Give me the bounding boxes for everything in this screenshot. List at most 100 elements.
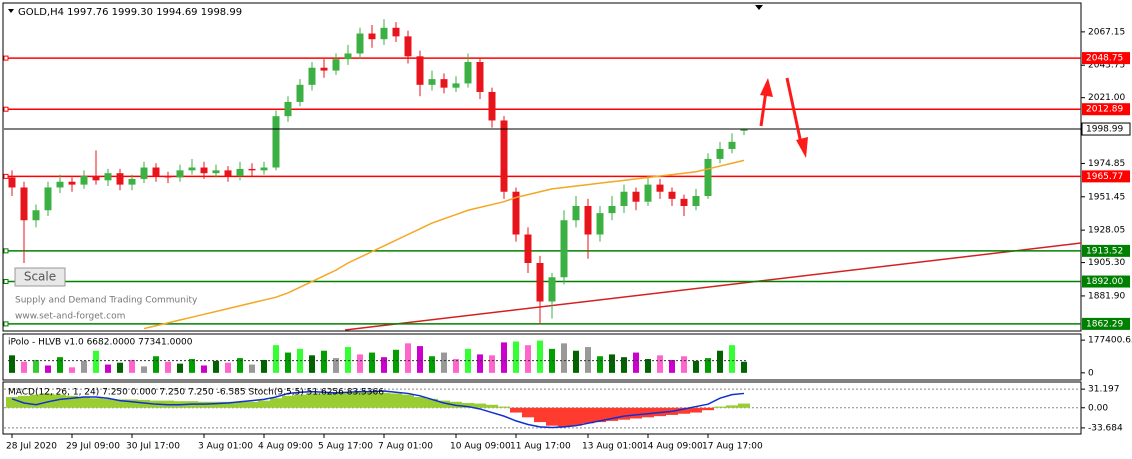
level-label: 1862.29	[1086, 319, 1123, 329]
volume-bar	[165, 361, 171, 373]
candle-body	[728, 141, 736, 149]
volume-bar	[393, 349, 399, 373]
candle-body	[512, 191, 520, 235]
shift-marker	[755, 5, 763, 10]
candle-body	[536, 263, 544, 302]
volume-bar	[129, 359, 135, 373]
y-tick-label: 177400.65	[1088, 336, 1132, 346]
current-price-label: 1998.99	[1086, 125, 1123, 135]
candle-body	[128, 178, 136, 185]
volume-title: iPolo - HLVB v1.0 6682.0000 77341.0000	[8, 338, 193, 348]
candle-body	[212, 170, 220, 174]
macd-histogram	[282, 395, 294, 408]
macd-histogram	[642, 407, 654, 418]
macd-histogram	[522, 407, 534, 418]
candle-body	[164, 176, 172, 178]
x-tick-label: 29 Jul 09:00	[66, 442, 120, 452]
x-tick-label: 4 Aug 09:00	[258, 442, 313, 452]
macd-histogram	[138, 400, 150, 408]
x-tick-label: 7 Aug 01:00	[378, 442, 433, 452]
candle-body	[32, 210, 40, 221]
level-label: 1913.52	[1086, 246, 1123, 256]
x-tick-label: 10 Aug 09:00	[450, 442, 511, 452]
volume-bar	[33, 359, 39, 373]
y-tick-label: 1951.45	[1088, 192, 1125, 202]
candle-body	[488, 91, 496, 121]
macd-histogram	[486, 404, 498, 408]
macd-title: MACD(12, 26, 1, 24) 7.250 0.000 7.250 7.…	[8, 388, 384, 398]
volume-bar	[633, 352, 639, 373]
macd-histogram	[246, 401, 258, 408]
macd-histogram	[294, 394, 306, 408]
macd-histogram	[546, 407, 558, 426]
volume-bar	[201, 365, 207, 373]
arrows	[759, 77, 808, 158]
macd-histogram	[726, 405, 738, 408]
macd-histogram	[630, 407, 642, 419]
candle-body	[716, 148, 724, 159]
level-handle	[3, 279, 9, 285]
candle-body	[680, 198, 688, 206]
volume-bar	[189, 359, 195, 373]
volume-bar	[513, 341, 519, 373]
level-handle	[3, 173, 9, 179]
candle-body	[140, 167, 148, 179]
volume-bar	[609, 354, 615, 373]
volume-bar	[585, 347, 591, 373]
macd-histogram	[270, 398, 282, 408]
macd-histogram	[210, 401, 222, 408]
level-handle	[3, 248, 9, 254]
level-label: 1965.77	[1086, 172, 1123, 182]
macd-histogram	[114, 399, 126, 408]
scale-button[interactable]	[14, 267, 66, 287]
volume-bar	[453, 359, 459, 373]
volume-bar	[21, 361, 27, 373]
macd-histogram	[234, 401, 246, 408]
volume-bar	[333, 358, 339, 373]
candle-body	[560, 220, 568, 278]
y-tick-label: 2021.00	[1088, 93, 1125, 103]
candle-body	[80, 176, 88, 185]
macd-histogram	[582, 407, 594, 424]
candle-body	[572, 205, 580, 221]
macd-histogram	[570, 407, 582, 426]
candle-body	[200, 167, 208, 174]
candle-body	[428, 79, 436, 85]
macd-histogram	[6, 397, 18, 408]
candle-body	[416, 56, 424, 85]
volume-bar	[273, 345, 279, 373]
level-handle	[3, 106, 9, 112]
level-label: 2048.75	[1086, 54, 1123, 64]
candle-body	[308, 67, 316, 85]
x-tick-label: 5 Aug 17:00	[318, 442, 373, 452]
macd-histogram	[738, 403, 750, 408]
candle-body	[56, 181, 64, 188]
candle-body	[68, 181, 76, 185]
volume-bar	[213, 360, 219, 373]
macd-histogram	[66, 395, 78, 408]
volume-bar	[285, 352, 291, 373]
y-tick-label: 1974.85	[1088, 159, 1125, 169]
y-tick-label: 2067.15	[1088, 27, 1125, 37]
volume-bar	[417, 346, 423, 373]
volume-bar	[309, 355, 315, 373]
candle-body	[452, 83, 460, 88]
macd-histogram	[330, 392, 342, 408]
moving-average	[143, 159, 745, 330]
y-tick-label: 2043.75	[1088, 61, 1125, 71]
level-label: 2012.89	[1086, 105, 1123, 115]
volume-bar	[573, 350, 579, 373]
candle-body	[584, 205, 592, 235]
scale-button-label[interactable]: Scale	[24, 270, 56, 284]
candle-body	[260, 167, 268, 171]
macd-histogram	[354, 392, 366, 408]
x-tick-label: 17 Aug 17:00	[702, 442, 763, 452]
volume-bar	[681, 356, 687, 373]
volume-bar	[261, 359, 267, 373]
volume-bar	[741, 361, 747, 373]
trend-line	[344, 242, 1082, 331]
level-handle	[3, 321, 9, 327]
candle-body	[404, 36, 412, 57]
volume-bar	[117, 362, 123, 373]
menu-triangle[interactable]	[8, 9, 14, 13]
